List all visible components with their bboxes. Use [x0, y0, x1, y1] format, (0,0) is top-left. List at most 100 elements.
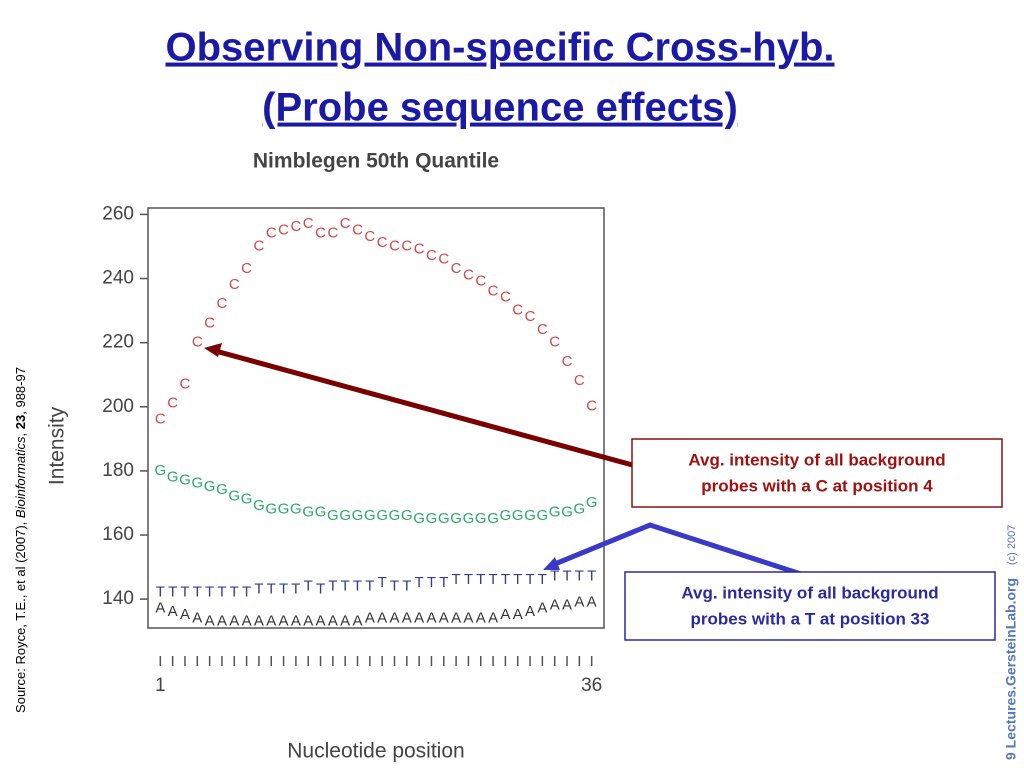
data-letter: A [414, 609, 424, 626]
data-letter: A [574, 593, 584, 610]
data-letter: A [402, 609, 412, 626]
data-letter: A [242, 613, 252, 630]
data-letter: C [574, 372, 585, 389]
data-letter: T [316, 580, 325, 597]
data-letter: C [303, 215, 314, 232]
data-letter: A [205, 613, 215, 630]
annotation-text: probes with a T at position 33 [691, 609, 930, 628]
data-letter: A [279, 613, 289, 630]
y-tick-label: 220 [102, 332, 134, 353]
data-letter: G [327, 507, 339, 524]
annotation-text: probes with a C at position 4 [701, 476, 933, 495]
data-letter: G [241, 491, 253, 508]
data-letter: T [415, 574, 424, 591]
data-letter: G [389, 507, 401, 524]
data-letter: C [364, 228, 375, 245]
annotation-box [631, 438, 1003, 508]
data-letter: A [328, 613, 338, 630]
slide-title: (Probe sequence effects) [262, 86, 738, 130]
data-letter: G [265, 500, 277, 517]
data-letter: G [487, 510, 499, 527]
y-tick-label: 180 [102, 460, 134, 481]
data-letter: T [365, 577, 374, 594]
y-axis-label: Intensity [46, 406, 69, 485]
data-letter: A [353, 613, 363, 630]
data-letter: G [426, 510, 438, 527]
data-letter: G [302, 504, 314, 521]
data-letter: A [389, 609, 399, 626]
data-letter: T [254, 580, 263, 597]
data-letter: G [204, 478, 216, 495]
data-letter: A [192, 609, 202, 626]
data-letter: G [500, 507, 512, 524]
source-text: Source: Royce, T.E., et al (2007), [13, 518, 28, 713]
x-tick-label: 36 [581, 675, 602, 696]
data-letter: C [414, 241, 425, 258]
data-letter: T [464, 571, 473, 588]
data-letter: C [475, 273, 486, 290]
data-letter: C [217, 295, 228, 312]
footer-copyright: (c) 2007 [1006, 525, 1018, 565]
data-letter: G [290, 500, 302, 517]
data-letter: C [327, 225, 338, 242]
data-letter: A [229, 613, 239, 630]
data-letter: T [390, 577, 399, 594]
data-letter: C [241, 260, 252, 277]
data-letter: T [353, 577, 362, 594]
data-letter: G [450, 510, 462, 527]
data-letter: C [438, 250, 449, 267]
arrowhead [543, 557, 560, 570]
data-letter: G [278, 500, 290, 517]
data-letter: A [377, 609, 387, 626]
y-tick-label: 260 [102, 203, 134, 224]
data-letter: C [290, 218, 301, 235]
data-letter: T [501, 571, 510, 588]
data-letter: C [377, 234, 388, 251]
data-letter: T [279, 580, 288, 597]
data-letter: C [463, 266, 474, 283]
data-letter: A [180, 606, 190, 623]
data-letter: C [352, 221, 363, 238]
x-tick-label: 1 [155, 675, 166, 696]
data-letter: G [352, 507, 364, 524]
data-letter: T [193, 584, 202, 601]
data-letter: T [439, 574, 448, 591]
arrowhead [204, 343, 222, 357]
annotation-text: Avg. intensity of all background [688, 450, 945, 469]
data-letter: T [267, 580, 276, 597]
data-letter: C [549, 334, 560, 351]
y-tick-label: 160 [102, 524, 134, 545]
data-letter: G [438, 510, 450, 527]
data-letter: G [586, 494, 598, 511]
data-letter: A [168, 603, 178, 620]
data-letter: T [538, 571, 547, 588]
data-letter: T [562, 568, 571, 585]
data-letter: A [500, 606, 510, 623]
data-letter: C [426, 247, 437, 264]
slide-title: Observing Non-specific Cross-hyb. [165, 26, 834, 70]
data-letter: T [180, 584, 189, 601]
data-letter: T [476, 571, 485, 588]
plot-frame [147, 207, 605, 629]
data-letter: C [192, 334, 203, 351]
annotation-text: Avg. intensity of all background [681, 583, 938, 602]
data-letter: T [217, 584, 226, 601]
data-letter: A [476, 609, 486, 626]
data-letter: G [463, 510, 475, 527]
arrow [549, 522, 805, 578]
data-letter: T [378, 574, 387, 591]
data-letter: G [475, 510, 487, 527]
data-letter: T [575, 568, 584, 585]
data-letter: T [452, 571, 461, 588]
data-letter: A [316, 613, 326, 630]
data-letter: C [167, 395, 178, 412]
y-tick-label: 200 [102, 396, 134, 417]
data-letter: A [426, 609, 436, 626]
data-letter: C [500, 289, 511, 306]
data-letter: C [488, 282, 499, 299]
data-letter: G [401, 507, 413, 524]
data-letter: C [278, 221, 289, 238]
data-letter: G [537, 507, 549, 524]
data-letter: C [229, 276, 240, 293]
source-journal: Bioinformatics [13, 436, 28, 518]
